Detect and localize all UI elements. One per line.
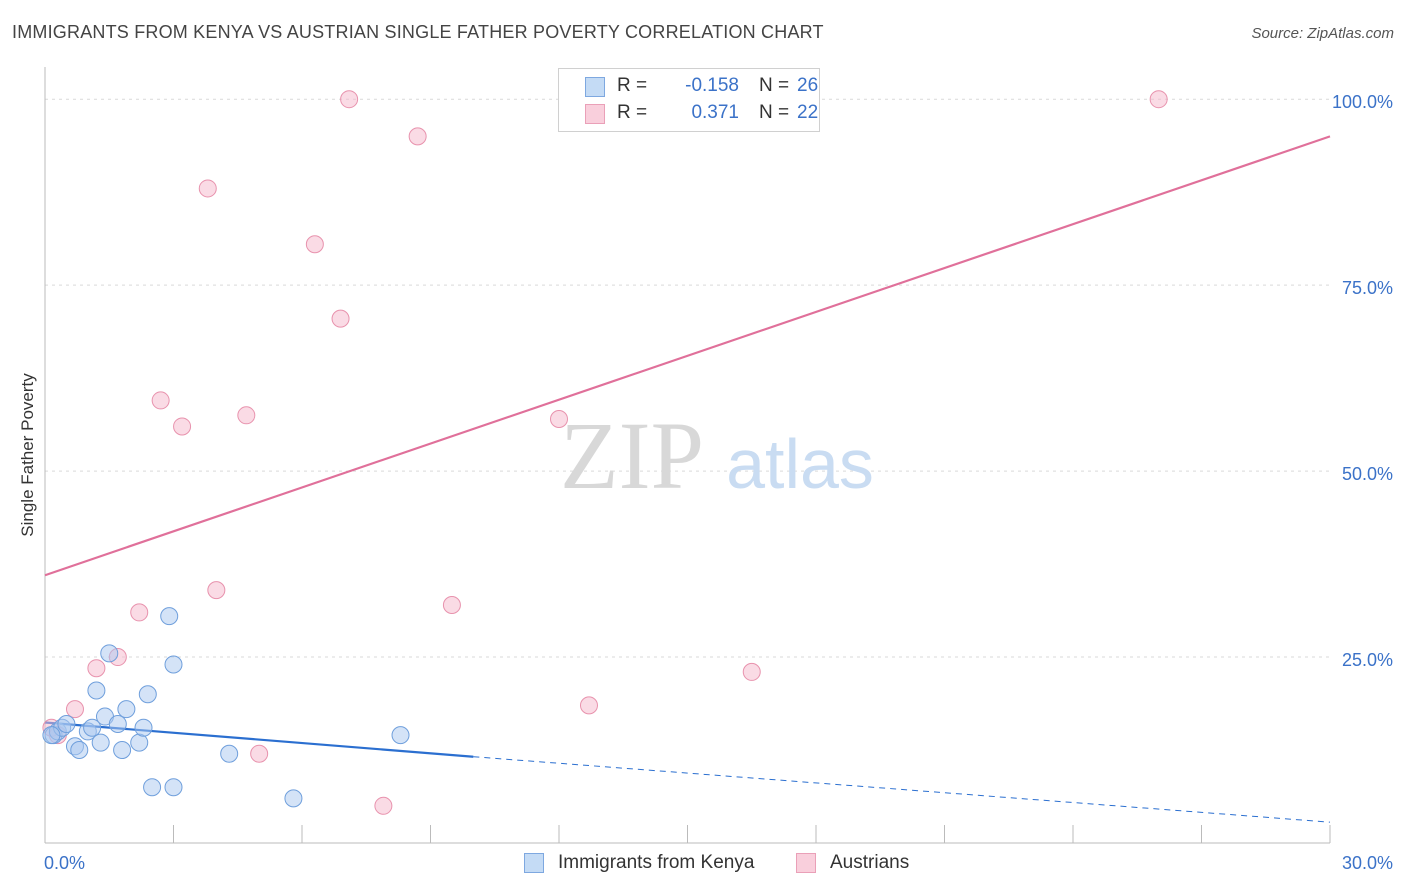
n-value: 22	[797, 102, 819, 123]
austrians-point	[151, 391, 170, 410]
kenya-point	[134, 718, 153, 737]
y-tick-label: 25.0%	[1342, 650, 1393, 670]
kenya-point	[284, 789, 303, 808]
austrians-point	[340, 90, 359, 109]
r-label: R =	[617, 75, 648, 96]
kenya-point	[130, 733, 149, 752]
austrians-point	[65, 700, 84, 719]
austrians-point	[305, 235, 324, 254]
austrians-point	[579, 696, 598, 715]
kenya-point	[117, 700, 136, 719]
y-tick-label: 75.0%	[1342, 278, 1393, 298]
austrians-trend-line	[44, 135, 1331, 577]
kenya-point	[391, 726, 410, 745]
x-tick-label: 30.0%	[1342, 853, 1393, 873]
n-label: N =	[759, 102, 790, 123]
austrians-legend-swatch	[796, 853, 816, 873]
y-tick-label: 100.0%	[1332, 92, 1393, 112]
kenya-point	[160, 607, 179, 626]
kenya-point	[42, 726, 61, 745]
austrians-point	[237, 406, 256, 425]
kenya-trend-extension	[473, 756, 1331, 823]
austrians-point	[408, 127, 427, 146]
kenya-swatch	[585, 77, 605, 97]
austrians-point	[87, 659, 106, 678]
legend-label-kenya: Immigrants from Kenya	[558, 852, 755, 873]
austrians-point	[198, 179, 217, 198]
source-credit: Source: ZipAtlas.com	[1251, 25, 1394, 42]
kenya-point	[70, 741, 89, 760]
axes	[44, 67, 1331, 844]
austrians-point	[1149, 90, 1168, 109]
grid-lines	[45, 98, 1330, 658]
chart-title: IMMIGRANTS FROM KENYA VS AUSTRIAN SINGLE…	[12, 22, 824, 42]
n-value: 26	[797, 75, 819, 96]
r-value: -0.158	[685, 75, 739, 96]
watermark: ZIP atlas	[560, 402, 874, 509]
kenya-point	[143, 778, 162, 797]
kenya-point	[108, 714, 127, 733]
watermark-atlas: atlas	[726, 425, 874, 503]
austrians-point	[442, 595, 461, 614]
kenya-point	[91, 733, 110, 752]
r-value: 0.371	[691, 102, 739, 123]
kenya-point	[164, 655, 183, 674]
y-axis-label: Single Father Poverty	[18, 373, 37, 537]
kenya-point	[138, 685, 157, 704]
austrians-point	[331, 309, 350, 328]
kenya-point	[83, 718, 102, 737]
n-label: N =	[759, 75, 790, 96]
austrians-point	[742, 662, 761, 681]
kenya-point	[57, 714, 76, 733]
austrians-point	[374, 796, 393, 815]
austrians-point	[550, 410, 568, 429]
kenya-point	[100, 644, 119, 663]
austrians-point	[130, 603, 149, 622]
kenya-point	[164, 778, 183, 797]
data-points	[42, 90, 1168, 815]
austrians-point	[250, 744, 269, 763]
stats-legend: R = -0.158 N = 26 R = 0.371 N = 22	[558, 68, 820, 132]
legend-label-austrians: Austrians	[830, 852, 910, 873]
y-tick-label: 50.0%	[1342, 464, 1393, 484]
austrians-swatch	[585, 104, 605, 124]
x-tick-label: 0.0%	[44, 853, 85, 873]
watermark-zip: ZIP	[560, 402, 704, 509]
austrians-point	[207, 581, 226, 600]
austrians-point	[173, 417, 192, 436]
kenya-point	[113, 741, 132, 760]
kenya-point	[87, 681, 106, 700]
r-label: R =	[617, 102, 648, 123]
kenya-point	[220, 744, 239, 763]
axis-tick-labels: 25.0% 50.0% 75.0% 100.0% 0.0% 30.0%	[44, 92, 1393, 873]
kenya-legend-swatch	[524, 853, 544, 873]
